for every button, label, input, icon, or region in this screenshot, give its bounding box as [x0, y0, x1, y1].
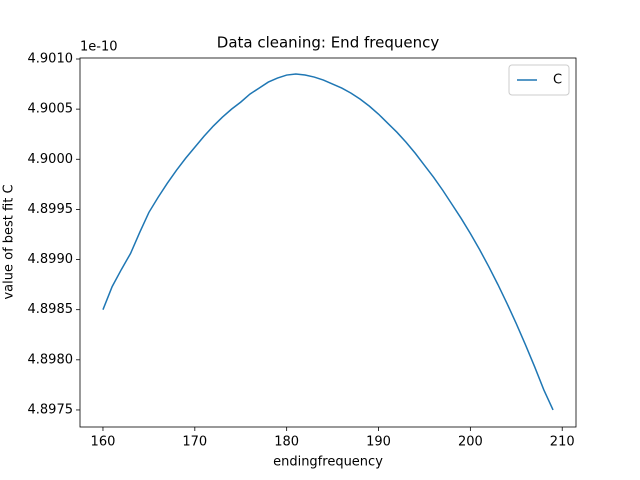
x-tick-label: 200	[458, 435, 483, 450]
y-tick-label: 4.8985	[28, 302, 74, 317]
y-tick-label: 4.8975	[28, 402, 74, 417]
line-series	[102, 73, 554, 411]
legend-label: C	[553, 73, 562, 88]
y-tick-label: 4.8980	[28, 352, 74, 367]
y-axis-label: value of best fit C	[2, 184, 17, 299]
y-offset-label: 1e-10	[80, 40, 118, 55]
x-tick-label: 210	[550, 435, 575, 450]
x-axis-label: endingfrequency	[273, 455, 383, 470]
y-tick-label: 4.8990	[28, 252, 74, 267]
plot-frame	[79, 57, 577, 428]
y-tick-label: 4.9000	[28, 152, 74, 167]
x-tick-label: 180	[274, 435, 299, 450]
y-tick-label: 4.9010	[28, 52, 74, 67]
legend-box	[508, 64, 570, 96]
x-tick-label: 170	[182, 435, 207, 450]
y-tick-label: 4.8995	[28, 202, 74, 217]
chart-title: Data cleaning: End frequency	[217, 34, 440, 52]
x-tick-label: 160	[91, 435, 116, 450]
y-tick-label: 4.9005	[28, 102, 74, 117]
x-tick-label: 190	[366, 435, 391, 450]
